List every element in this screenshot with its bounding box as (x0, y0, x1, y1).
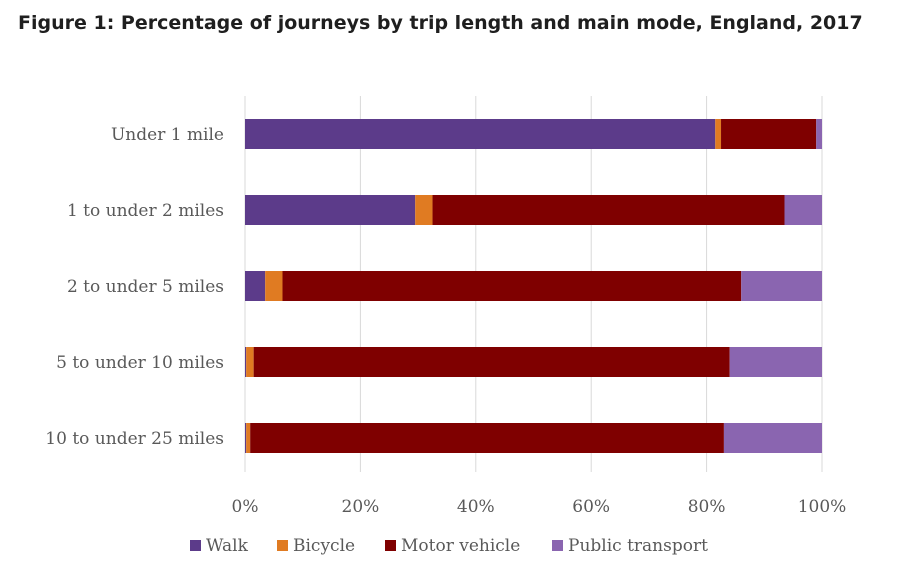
bar-segment-bicycle (715, 119, 722, 149)
legend-label: Bicycle (293, 536, 355, 556)
legend-swatch (277, 540, 288, 551)
bars (245, 119, 822, 453)
x-tick-label: 80% (688, 497, 726, 517)
bar-segment-public-transport (784, 195, 822, 225)
x-tick-labels: 0% 20% 40% 60% 80% 100% (232, 497, 847, 517)
x-tick-label: 20% (342, 497, 380, 517)
bar-segment-walk (245, 271, 266, 301)
bar-segment-walk (245, 347, 247, 377)
x-tick-label: 0% (232, 497, 259, 517)
bar-segment-public-transport (816, 119, 822, 149)
legend-item: Walk (190, 536, 249, 556)
category-label: 5 to under 10 miles (56, 353, 224, 373)
x-tick-label: 100% (798, 497, 847, 517)
legend: Walk Bicycle Motor vehicle Public transport (190, 536, 708, 556)
legend-swatch (190, 540, 201, 551)
legend-swatch (552, 540, 563, 551)
bar-segment-motor-vehicle (282, 271, 742, 301)
bar-segment-bicycle (415, 195, 433, 225)
legend-swatch (385, 540, 396, 551)
legend-item: Bicycle (277, 536, 355, 556)
category-label: Under 1 mile (111, 125, 224, 145)
bar-segment-bicycle (246, 347, 254, 377)
bar-segment-public-transport (741, 271, 822, 301)
bar-segment-bicycle (265, 271, 283, 301)
bar-segment-public-transport (729, 347, 822, 377)
category-labels: Under 1 mile 1 to under 2 miles 2 to under… (45, 125, 224, 449)
legend-label: Walk (206, 536, 249, 556)
bar-segment-motor-vehicle (721, 119, 817, 149)
legend-item: Public transport (552, 536, 708, 556)
legend-item: Motor vehicle (385, 536, 520, 556)
category-label: 1 to under 2 miles (67, 201, 224, 221)
bar-segment-motor-vehicle (253, 347, 730, 377)
category-label: 10 to under 25 miles (45, 429, 224, 449)
x-tick-label: 40% (457, 497, 495, 517)
category-label: 2 to under 5 miles (67, 277, 224, 297)
bar-segment-walk (245, 423, 247, 453)
bar-segment-motor-vehicle (250, 423, 724, 453)
x-tick-label: 60% (572, 497, 610, 517)
bar-segment-walk (245, 195, 416, 225)
bar-segment-motor-vehicle (432, 195, 785, 225)
bar-segment-public-transport (723, 423, 822, 453)
chart-title: Figure 1: Percentage of journeys by trip… (18, 12, 863, 34)
legend-label: Public transport (568, 536, 708, 556)
bar-segment-bicycle (246, 423, 251, 453)
bar-segment-walk (245, 119, 716, 149)
legend-label: Motor vehicle (401, 536, 520, 556)
